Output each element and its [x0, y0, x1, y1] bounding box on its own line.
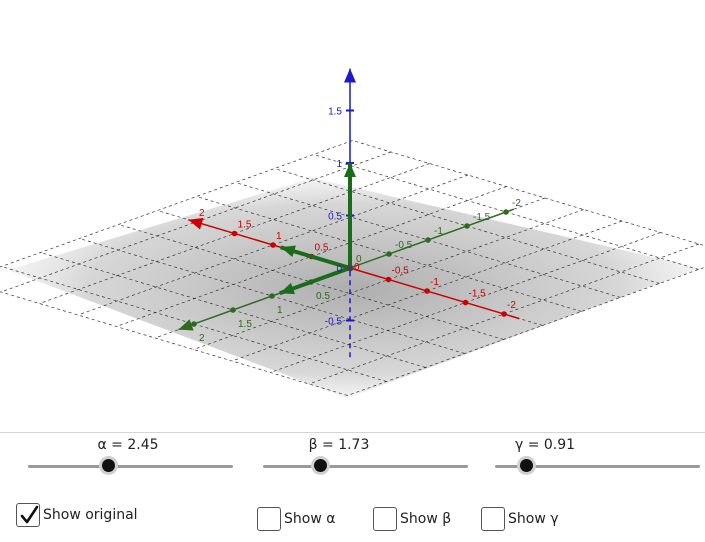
beta-slider-track[interactable] [263, 465, 468, 468]
show-beta-label: Show β [400, 511, 452, 527]
checkbox-box[interactable] [16, 503, 40, 527]
xy-plane [8, 178, 700, 398]
y-axis-tick-label: -2 [512, 198, 521, 209]
y-axis-tick-label: 2 [199, 333, 205, 344]
y-axis-tick [386, 251, 392, 257]
x-axis-tick-label: -0.5 [392, 266, 410, 277]
z-axis-tick-label: 1 [336, 159, 342, 170]
graphics-3d-view[interactable]: 2 1.5 1 0.5 0 -0.5 -1 -1.5 -2 2 1.5 1 0.5 0 -0.5 -1 -1.5… [0, 0, 705, 425]
show-original-checkbox[interactable]: Show original [16, 503, 138, 527]
checkmark-icon [20, 505, 39, 524]
alpha-slider-label: α = 2.45 [97, 437, 159, 453]
beta-slider-label: β = 1.73 [308, 437, 370, 453]
z-axis-tick-label: 0.5 [328, 212, 342, 223]
checkbox-box[interactable] [481, 507, 505, 531]
panel-divider [0, 432, 705, 433]
show-alpha-label: Show α [284, 511, 336, 527]
origin-point [346, 264, 354, 272]
y-axis-tick [230, 307, 236, 313]
x-axis-tick-label: 0.5 [315, 243, 329, 254]
y-axis-tick [269, 293, 275, 299]
y-axis-tick [425, 237, 431, 243]
z-axis-tick-label: -0.5 [325, 317, 343, 328]
x-axis-tick-label: 0 [354, 262, 360, 273]
show-alpha-checkbox[interactable]: Show α [257, 507, 335, 531]
y-axis-tick-label: 0.5 [316, 291, 330, 302]
x-axis-tick [462, 299, 469, 306]
y-axis-tick [191, 321, 197, 327]
grid-line [0, 291, 348, 396]
y-axis-tick-label: 1.5 [238, 319, 252, 330]
basis-vector-j-arrow-icon [279, 282, 296, 295]
z-axis-tick-label: 1.5 [328, 107, 342, 118]
x-axis-tick [270, 242, 276, 248]
x-axis-tick-label: -1 [430, 277, 439, 288]
y-axis-tick-label: -0.5 [395, 240, 413, 251]
checkbox-box[interactable] [373, 507, 397, 531]
x-axis-tick [385, 276, 392, 283]
show-original-label: Show original [43, 507, 138, 523]
beta-slider-handle[interactable] [314, 459, 328, 472]
x-axis-tick [424, 288, 430, 294]
x-axis-tick-label: 2 [199, 208, 205, 219]
alpha-slider-handle[interactable] [101, 459, 115, 472]
x-axis-tick [193, 219, 199, 225]
basis-vector-k-arrow-icon [344, 163, 356, 177]
y-axis-tick [503, 209, 509, 215]
x-axis-tick-label: 1.5 [238, 220, 252, 231]
show-gamma-checkbox[interactable]: Show γ [481, 507, 559, 531]
basis-vector-i-arrow-icon [280, 245, 296, 258]
checkbox-box[interactable] [257, 507, 281, 531]
gamma-slider-track[interactable] [495, 465, 700, 468]
z-axis-tick-label: 0 [336, 264, 342, 275]
x-axis-tick [231, 230, 238, 237]
x-axis-tick-label: 1 [276, 231, 282, 242]
show-beta-checkbox[interactable]: Show β [373, 507, 451, 531]
x-axis-tick-label: -2 [507, 300, 516, 311]
y-axis-tick [464, 223, 470, 229]
gamma-slider-handle[interactable] [519, 459, 533, 472]
show-gamma-label: Show γ [508, 511, 559, 527]
y-axis-tick-label: 1 [277, 305, 283, 316]
y-axis-arrow-icon [178, 319, 194, 331]
y-axis-tick-label: -1.5 [473, 212, 491, 223]
z-axis-arrow-icon [344, 68, 356, 83]
y-axis-tick-label: -1 [434, 226, 443, 237]
y-axis-tick-label: 0 [356, 254, 362, 265]
alpha-slider-track[interactable] [28, 465, 233, 468]
x-axis-tick [501, 311, 507, 317]
x-axis-tick-label: -1.5 [469, 289, 487, 300]
gamma-slider-label: γ = 0.91 [514, 437, 576, 453]
